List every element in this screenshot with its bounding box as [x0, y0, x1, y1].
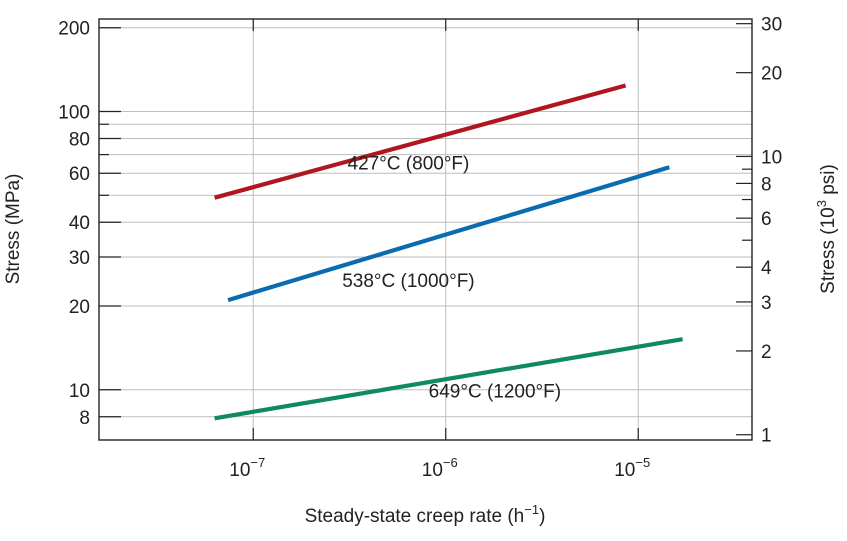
y-tick-label: 60	[69, 164, 90, 185]
y-tick-label: 80	[69, 129, 90, 150]
y2-tick-label: 3	[761, 293, 772, 314]
x-tick-label: 10−6	[422, 455, 458, 481]
axis-ticks	[99, 19, 752, 440]
y2-tick-label: 30	[761, 15, 782, 36]
y2-tick-label: 2	[761, 342, 772, 363]
series-label-1: 538°C (1000°F)	[342, 271, 474, 292]
grid-lines	[99, 19, 752, 440]
y2-tick-label: 6	[761, 209, 772, 230]
series-labels: 427°C (800°F) 538°C (1000°F) 649°C (1200°F…	[342, 153, 561, 402]
x-tick-label: 10−7	[229, 455, 265, 481]
y-tick-label: 30	[69, 248, 90, 269]
y2-axis-title: Stress (103 psi)	[814, 164, 839, 294]
y2-tick-label: 20	[761, 64, 782, 85]
y2-tick-label: 1	[761, 426, 772, 447]
y-axis-title: Stress (MPa)	[3, 174, 24, 285]
y-tick-label: 10	[69, 381, 90, 402]
y2-tick-label: 8	[761, 174, 772, 195]
y2-tick-label: 10	[761, 147, 782, 168]
plot-frame	[98, 18, 753, 441]
series-line-0	[214, 83, 627, 200]
series-label-0: 427°C (800°F)	[348, 153, 470, 174]
y-tick-label: 200	[58, 19, 90, 40]
series-line-1	[227, 165, 670, 303]
x-axis-title: Steady-state creep rate (h−1)	[305, 502, 546, 527]
x-tick-label: 10−5	[614, 455, 650, 481]
y-tick-label: 20	[69, 297, 90, 318]
y-tick-label: 100	[58, 103, 90, 124]
series-label-2: 649°C (1200°F)	[429, 381, 561, 402]
series-line-2	[214, 337, 683, 421]
axis-tick-labels: 10−7 10−6 10−52001008060403020108302010864…	[58, 15, 782, 481]
series-lines	[214, 83, 683, 421]
y2-tick-label: 4	[761, 258, 772, 279]
y-tick-label: 8	[79, 408, 90, 429]
y-tick-label: 40	[69, 213, 90, 234]
